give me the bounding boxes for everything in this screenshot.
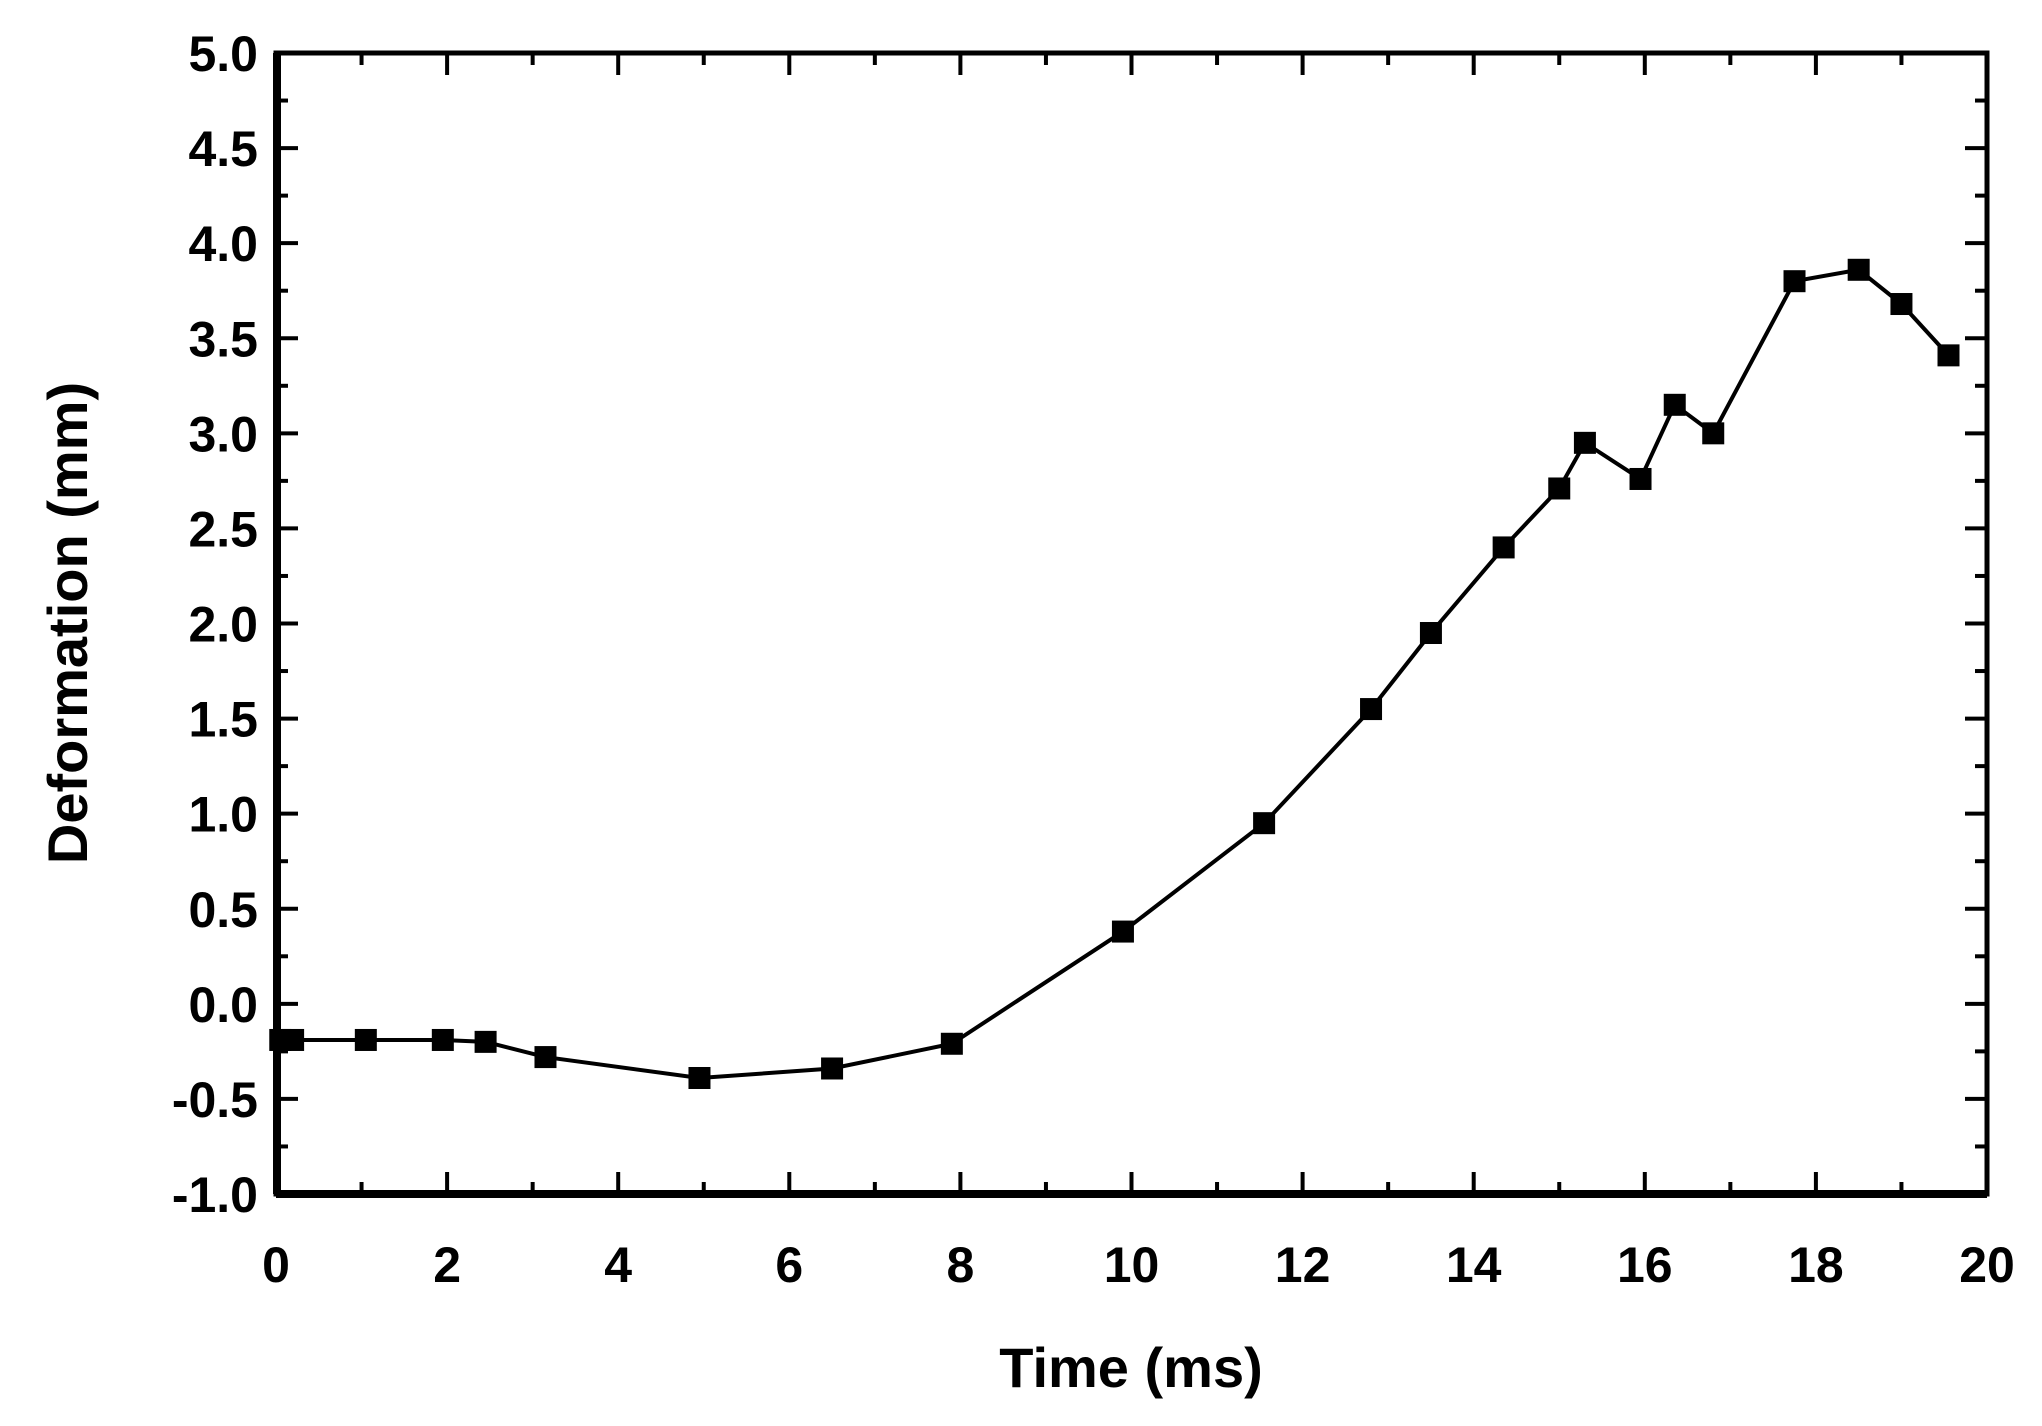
data-point xyxy=(282,1028,305,1051)
y-tick-label: -1.0 xyxy=(172,1167,258,1223)
data-point xyxy=(1360,698,1383,721)
data-point xyxy=(354,1028,377,1051)
y-tick-label: -0.5 xyxy=(172,1072,258,1128)
x-tick-label: 10 xyxy=(1104,1237,1160,1293)
series-line xyxy=(280,267,1950,1081)
data-point xyxy=(534,1046,557,1069)
y-tick-label: 4.5 xyxy=(188,121,258,177)
data-point xyxy=(1663,393,1686,416)
y-tick-label: 2.0 xyxy=(188,597,258,653)
y-tick-label: 5.0 xyxy=(188,26,258,82)
y-tick-label: 3.0 xyxy=(188,406,258,462)
x-tick-label: 16 xyxy=(1617,1237,1673,1293)
y-tick-label: 1.0 xyxy=(188,787,258,843)
data-point xyxy=(1702,422,1725,445)
tick-labels: 0 2 4 6 8 10 12 14 16 18 20 -1.0 -0.5 0.0 0.5 1.0 1.5 2.0… xyxy=(172,26,2015,1293)
data-point xyxy=(1111,920,1134,943)
y-tick-label: 2.5 xyxy=(188,501,258,557)
data-point xyxy=(1573,431,1596,454)
x-tick-label: 6 xyxy=(775,1237,803,1293)
data-point xyxy=(821,1057,844,1080)
data-point xyxy=(1783,270,1806,293)
data-point xyxy=(474,1030,497,1053)
data-point xyxy=(1629,467,1652,490)
x-tick-label: 12 xyxy=(1275,1237,1331,1293)
x-axis-line xyxy=(276,1190,1987,1198)
y-axis-title: Deformation (mm) xyxy=(36,382,99,864)
data-point xyxy=(1492,536,1515,559)
y-tick-label: 0.0 xyxy=(188,977,258,1033)
data-point xyxy=(1548,477,1571,500)
x-tick-label: 20 xyxy=(1959,1237,2015,1293)
x-tick-label: 18 xyxy=(1788,1237,1844,1293)
data-point xyxy=(1847,258,1870,281)
axis-ticks xyxy=(274,51,1989,1196)
data-point xyxy=(1890,293,1913,316)
data-series xyxy=(269,258,1960,1089)
y-tick-label: 4.0 xyxy=(188,216,258,272)
data-point xyxy=(940,1032,963,1055)
data-point xyxy=(1937,344,1960,367)
x-tick-label: 2 xyxy=(433,1237,461,1293)
y-axis-line xyxy=(273,53,281,1194)
x-tick-label: 4 xyxy=(604,1237,632,1293)
data-point xyxy=(431,1028,454,1051)
data-point xyxy=(1253,812,1276,835)
data-point xyxy=(1419,622,1442,645)
x-axis-title: Time (ms) xyxy=(999,1336,1262,1399)
y-tick-label: 1.5 xyxy=(188,692,258,748)
data-point xyxy=(688,1066,711,1089)
y-tick-label: 0.5 xyxy=(188,882,258,938)
x-tick-label: 0 xyxy=(262,1237,290,1293)
plot-frame xyxy=(273,50,1990,1197)
x-tick-label: 8 xyxy=(946,1237,974,1293)
y-tick-label: 3.5 xyxy=(188,311,258,367)
x-tick-label: 14 xyxy=(1446,1237,1502,1293)
